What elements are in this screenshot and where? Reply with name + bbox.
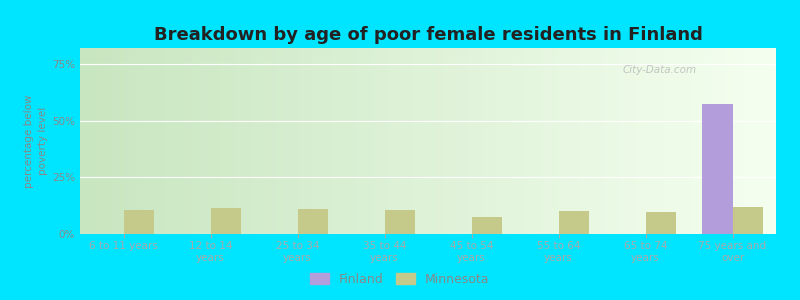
- Bar: [471, 217, 502, 234]
- Bar: [702, 103, 733, 234]
- Y-axis label: percentage below
poverty level: percentage below poverty level: [24, 94, 48, 188]
- Text: City-Data.com: City-Data.com: [623, 65, 697, 75]
- Bar: [733, 207, 763, 234]
- Bar: [123, 210, 154, 234]
- Bar: [210, 208, 241, 234]
- Legend: Finland, Minnesota: Finland, Minnesota: [306, 268, 494, 291]
- Title: Breakdown by age of poor female residents in Finland: Breakdown by age of poor female resident…: [154, 26, 702, 44]
- Bar: [646, 212, 676, 234]
- Bar: [385, 210, 415, 234]
- Bar: [298, 209, 328, 234]
- Bar: [558, 211, 589, 234]
